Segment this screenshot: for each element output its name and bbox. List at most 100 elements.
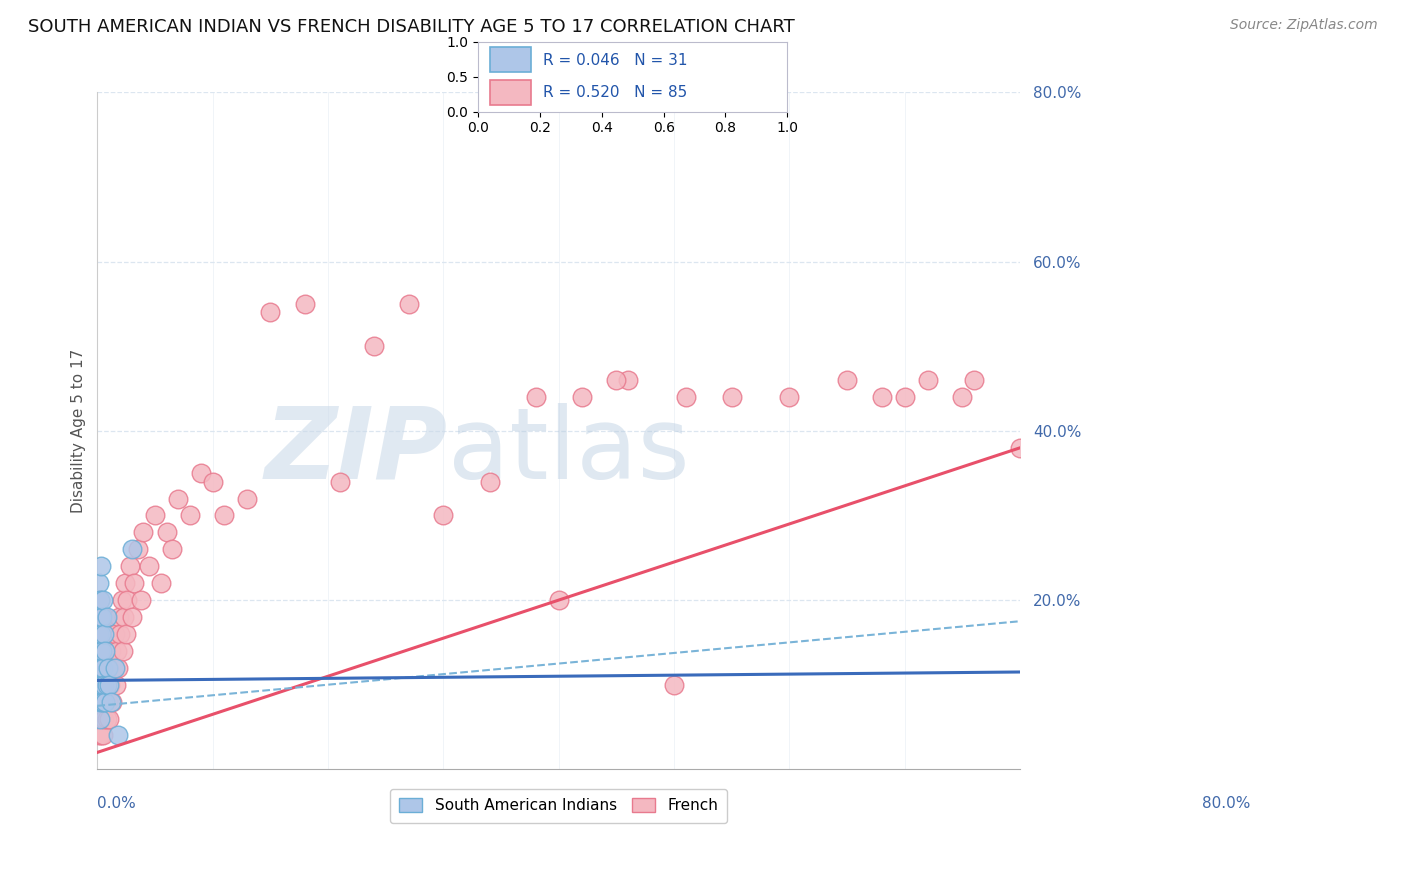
Point [111,644,134,658]
Point [917,373,939,387]
Text: 0.0%: 0.0% [97,797,136,812]
Point [104,678,127,692]
Point [94,695,117,709]
Point [87,729,110,743]
Point [89,644,111,658]
Point [155,525,177,540]
Point [167,491,190,506]
Point [98,678,121,692]
Point [675,390,697,404]
Point [201,475,224,489]
Point [91,627,114,641]
Point [105,644,128,658]
Bar [491,47,530,72]
Point [87,576,110,591]
Point [87,627,110,641]
Point [398,297,420,311]
Point [89,712,111,726]
Point [107,661,129,675]
Point [91,712,114,726]
Legend: South American Indians, French: South American Indians, French [391,789,727,822]
Point [87,695,110,709]
Point [571,390,593,404]
Point [91,729,114,743]
Point [101,695,124,709]
Point [91,678,114,692]
Point [132,525,155,540]
Point [524,390,547,404]
Point [96,712,118,726]
Point [104,627,127,641]
Point [112,610,135,624]
Point [91,661,114,675]
Point [100,695,122,709]
Point [91,610,114,624]
Point [149,576,172,591]
Point [89,678,111,692]
Point [617,373,640,387]
Point [91,644,114,658]
Point [129,593,152,607]
Point [662,678,685,692]
Point [329,475,352,489]
Point [870,390,893,404]
Text: SOUTH AMERICAN INDIAN VS FRENCH DISABILITY AGE 5 TO 17 CORRELATION CHART: SOUTH AMERICAN INDIAN VS FRENCH DISABILI… [28,18,794,36]
Point [96,610,118,624]
Text: atlas: atlas [449,402,690,500]
Text: ZIP: ZIP [264,402,449,500]
Point [121,610,143,624]
Point [90,661,112,675]
Point [107,729,129,743]
Point [90,644,112,658]
Point [1010,441,1032,455]
Point [89,593,111,607]
Point [91,678,114,692]
Point [87,661,110,675]
Point [97,661,120,675]
Point [97,695,120,709]
Point [90,627,112,641]
Point [963,373,986,387]
Point [952,390,974,404]
Point [90,695,112,709]
Point [96,661,118,675]
Point [91,593,114,607]
Point [89,593,111,607]
Point [720,390,742,404]
Point [87,661,110,675]
Point [93,712,115,726]
Point [100,644,122,658]
Point [89,712,111,726]
Point [162,542,184,557]
Point [294,297,316,311]
Point [115,627,138,641]
Point [363,339,385,353]
Point [259,305,281,319]
Point [236,491,259,506]
Point [605,373,627,387]
Point [212,508,235,523]
Point [94,695,117,709]
Point [117,593,139,607]
Point [104,661,127,675]
Point [143,508,166,523]
Text: Source: ZipAtlas.com: Source: ZipAtlas.com [1230,18,1378,32]
Point [87,627,110,641]
Point [103,661,125,675]
Point [190,466,212,480]
Point [96,678,118,692]
Point [778,390,800,404]
Point [894,390,917,404]
Point [89,644,111,658]
Text: R = 0.520   N = 85: R = 0.520 N = 85 [543,85,688,100]
Bar [491,80,530,104]
Point [478,475,501,489]
Point [110,593,132,607]
Point [93,610,115,624]
Point [90,729,112,743]
Point [837,373,859,387]
Point [94,644,117,658]
Point [90,559,112,574]
Point [97,712,120,726]
Point [91,695,114,709]
